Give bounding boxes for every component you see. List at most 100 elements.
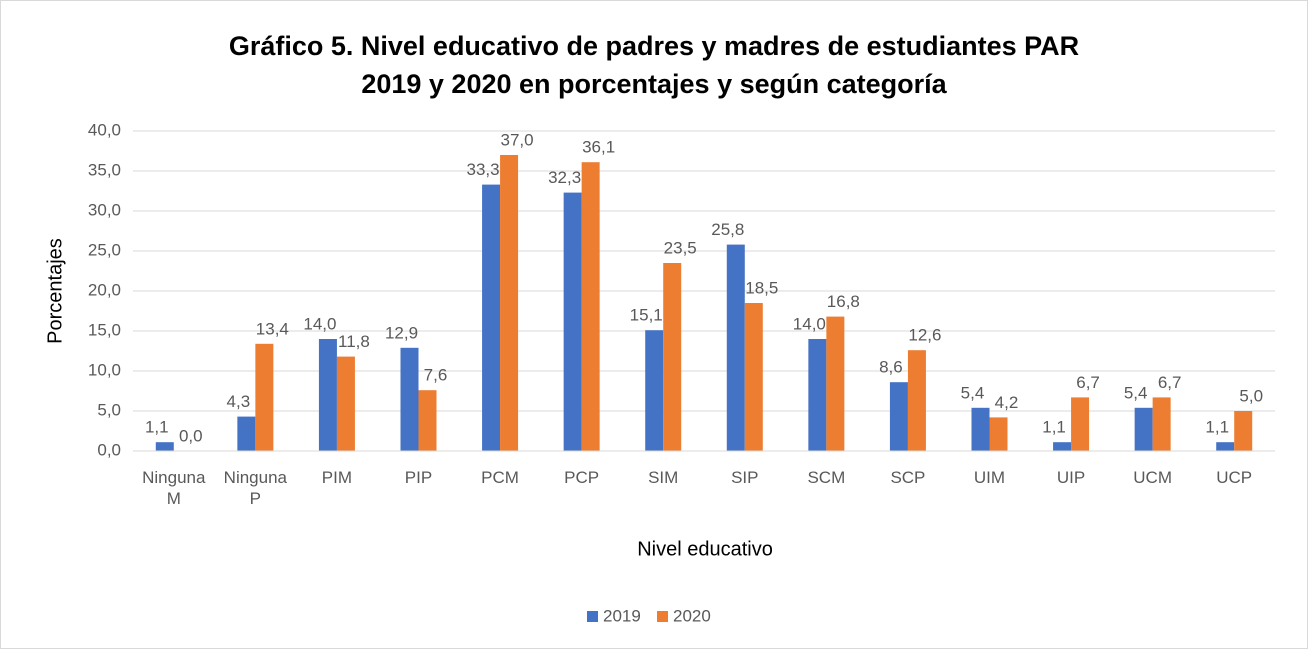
x-tick-label-box: SCM [807,468,846,487]
data-label: 23,5 [664,238,697,257]
data-label: 4,2 [995,393,1019,412]
data-label: 36,1 [582,138,615,157]
data-label: 4,3 [227,392,251,411]
x-tick-label: PCM [481,468,519,487]
bar [826,316,845,451]
legend-swatch [587,611,598,622]
bar [889,382,908,451]
bar [1071,397,1090,451]
bar [1134,407,1153,451]
bar [336,356,355,451]
x-tick-label: Ninguna P [223,468,287,508]
x-tick-label-box: SCP [890,468,926,487]
y-tick-label: 15,0 [88,320,121,339]
data-label: 14,0 [793,314,826,333]
data-label: 12,9 [385,323,418,342]
legend-swatch [657,611,668,622]
x-tick-label-box: Ninguna P [223,468,287,508]
x-tick-label: SCM [807,468,846,487]
x-tick-label: PIP [404,468,433,487]
bar [971,407,990,451]
data-label: 5,0 [1239,386,1263,405]
bar [726,244,745,451]
y-tick-label: 0,0 [97,440,121,459]
y-tick-label: 40,0 [88,120,121,139]
x-tick-label: Ninguna M [142,468,206,508]
x-tick-label: UIM [973,468,1006,487]
x-tick-label: SCP [890,468,926,487]
bar [255,343,274,451]
x-tick-label-box: UIM [973,468,1006,487]
data-label: 0,0 [179,426,203,445]
x-tick-label-box: PIM [321,468,353,487]
data-label: 12,6 [908,326,941,345]
data-label: 1,1 [1205,418,1229,437]
bar [1234,411,1253,451]
x-tick-label-box: SIP [731,468,759,487]
y-axis-title: Porcentajes [44,238,66,344]
x-tick-label-box: UCM [1133,468,1172,487]
x-tick-label: PCP [564,468,600,487]
bar [1152,397,1171,451]
bar [482,184,501,451]
x-tick-label-box: PIP [404,468,433,487]
chart-title: Gráfico 5. Nivel educativo de padres y m… [229,31,1079,61]
y-tick-label: 30,0 [88,200,121,219]
bar [744,303,763,451]
x-tick-label-box: UCP [1216,468,1253,487]
bar [907,350,926,451]
x-tick-label-box: PCM [481,468,519,487]
x-tick-label: SIP [731,468,759,487]
y-tick-label: 35,0 [88,160,121,179]
bar [1216,442,1235,451]
x-axis-title: Nivel educativo [637,538,773,560]
data-label: 16,8 [827,292,860,311]
data-label: 5,4 [1124,383,1148,402]
bar [400,347,419,451]
data-label: 33,3 [467,160,500,179]
y-tick-label: 25,0 [88,240,121,259]
x-tick-label-box: SIM [648,468,679,487]
bar [645,330,664,451]
data-label: 37,0 [501,130,534,149]
x-tick-label-box: PCP [564,468,600,487]
data-label: 15,1 [630,306,663,325]
data-label: 18,5 [745,278,778,297]
data-label: 6,7 [1158,373,1182,392]
chart-title: 2019 y 2020 en porcentajes y según categ… [361,69,947,99]
data-label: 1,1 [1042,418,1066,437]
data-label: 13,4 [256,319,289,338]
x-tick-label: SIM [648,468,679,487]
data-label: 32,3 [548,168,581,187]
data-label: 8,6 [879,358,903,377]
x-tick-label: PIM [321,468,353,487]
x-tick-label: UIP [1056,468,1086,487]
data-label: 25,8 [711,220,744,239]
y-tick-label: 5,0 [97,400,121,419]
bar [563,192,582,451]
legend-label: 2019 [603,606,641,625]
legend-label: 2020 [673,606,711,625]
bar [663,263,682,451]
bar [418,390,437,451]
bar [989,417,1008,451]
data-label: 6,7 [1076,373,1100,392]
x-tick-label: UCM [1133,468,1172,487]
bar [581,162,600,451]
x-tick-label-box: Ninguna M [142,468,206,508]
bar [237,416,256,451]
x-tick-label: UCP [1216,468,1253,487]
data-label: 1,1 [145,418,169,437]
data-label: 5,4 [961,383,985,402]
bar [808,339,827,451]
x-tick-label-box: UIP [1056,468,1086,487]
data-label: 11,8 [338,332,370,351]
data-label: 7,6 [424,366,448,385]
data-label: 14,0 [303,314,336,333]
bar [1053,442,1072,451]
bar [318,339,337,451]
y-tick-label: 20,0 [88,280,121,299]
bar [155,442,174,451]
